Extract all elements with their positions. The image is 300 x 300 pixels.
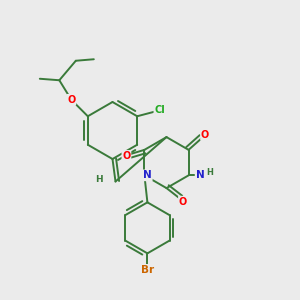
Text: Br: Br bbox=[141, 265, 154, 275]
Text: O: O bbox=[67, 95, 75, 105]
Text: O: O bbox=[201, 130, 209, 140]
Text: N: N bbox=[143, 170, 152, 180]
Text: H: H bbox=[95, 176, 103, 184]
Text: H: H bbox=[207, 168, 214, 177]
Text: O: O bbox=[179, 196, 187, 207]
Text: Cl: Cl bbox=[154, 105, 165, 115]
Text: O: O bbox=[122, 151, 130, 161]
Text: N: N bbox=[196, 170, 204, 180]
